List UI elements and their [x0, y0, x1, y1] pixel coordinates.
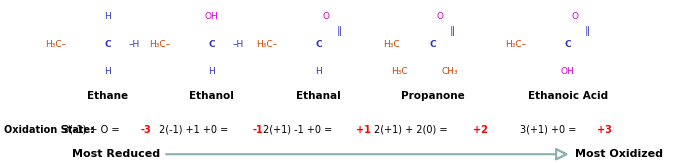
- Text: H₃C–: H₃C–: [45, 40, 67, 49]
- Text: +1: +1: [356, 125, 371, 135]
- Text: H: H: [209, 67, 215, 76]
- Text: –H: –H: [232, 40, 244, 49]
- Text: H₃C–: H₃C–: [505, 40, 526, 49]
- Text: H₃C: H₃C: [392, 67, 408, 76]
- Text: C: C: [315, 40, 322, 49]
- Text: Ethanol: Ethanol: [189, 91, 234, 101]
- Text: -1: -1: [252, 125, 263, 135]
- Text: 2(+1) + 2(0) =: 2(+1) + 2(0) =: [374, 125, 451, 135]
- Text: Most Reduced: Most Reduced: [71, 149, 160, 159]
- Text: C: C: [430, 40, 437, 49]
- Text: +2: +2: [473, 125, 488, 135]
- Text: -3: -3: [140, 125, 151, 135]
- Text: OH: OH: [204, 12, 218, 21]
- Text: C: C: [565, 40, 571, 49]
- Text: 2(-1) +1 +0 =: 2(-1) +1 +0 =: [159, 125, 231, 135]
- Text: H: H: [315, 67, 322, 76]
- Text: ∥: ∥: [336, 26, 342, 36]
- Text: C: C: [209, 40, 215, 49]
- Text: 2(+1) -1 +0 =: 2(+1) -1 +0 =: [263, 125, 335, 135]
- Text: H₃C–: H₃C–: [256, 40, 277, 49]
- Text: OH: OH: [561, 67, 574, 76]
- Text: O: O: [322, 12, 329, 21]
- Text: H: H: [105, 67, 112, 76]
- Text: Ethanal: Ethanal: [297, 91, 341, 101]
- Text: Ethane: Ethane: [87, 91, 128, 101]
- Text: C: C: [105, 40, 111, 49]
- Text: +3: +3: [597, 125, 612, 135]
- Text: CH₃: CH₃: [441, 67, 458, 76]
- Text: H₃C–: H₃C–: [149, 40, 170, 49]
- Text: Most Oxidized: Most Oxidized: [574, 149, 663, 159]
- Text: O: O: [571, 12, 578, 21]
- Text: Ethanoic Acid: Ethanoic Acid: [528, 91, 608, 101]
- Text: Propanone: Propanone: [401, 91, 465, 101]
- Text: ∥: ∥: [585, 26, 590, 36]
- Text: 3(-1) + O =: 3(-1) + O =: [63, 125, 123, 135]
- Text: –H: –H: [129, 40, 140, 49]
- Text: 3(+1) +0 =: 3(+1) +0 =: [520, 125, 580, 135]
- Text: ∥: ∥: [450, 26, 455, 36]
- Text: H₃C: H₃C: [383, 40, 400, 49]
- Text: Oxidation State:: Oxidation State:: [4, 125, 94, 135]
- Text: H: H: [105, 12, 112, 21]
- Text: O: O: [437, 12, 444, 21]
